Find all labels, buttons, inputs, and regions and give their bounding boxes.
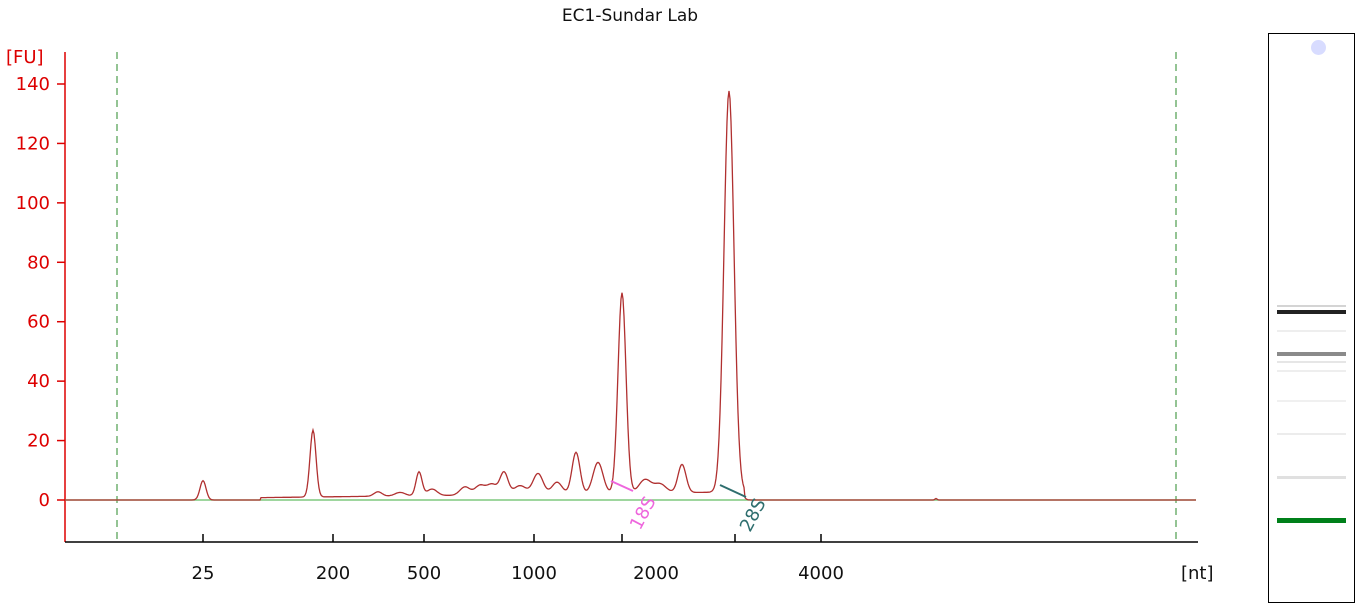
x-tick-label: 1000 [511,563,557,584]
y-tick-label: 100 [16,193,50,214]
y-axis-label: [FU] [6,47,44,68]
y-tick-label: 40 [27,371,50,392]
y-ticks: 0 20 40 60 80 100 120 140 [16,74,65,511]
peak-28s-label: 28S [736,495,771,535]
gel-band-faint [1277,305,1346,307]
gel-band-faint [1277,370,1346,372]
y-tick-label: 60 [27,312,50,333]
x-ticks: 25 200 500 1000 2000 4000 [192,534,844,584]
y-tick-label: 20 [27,431,50,452]
y-tick-label: 140 [16,74,50,95]
chart-title: EC1-Sundar Lab [561,6,699,26]
peak-18s-label: 18S [626,493,661,533]
gel-band-faint [1277,330,1346,332]
peak-28s-marker [719,484,747,498]
peak-18s-marker [610,480,634,492]
trace-line [65,90,1196,501]
gel-band-18s [1277,352,1346,356]
gel-band-faint [1277,433,1346,435]
y-tick-label: 120 [16,133,50,154]
gel-band-faint [1277,476,1346,479]
y-tick-label: 80 [27,252,50,273]
gel-band-28s [1277,310,1346,314]
upper-marker-dot [1311,40,1326,55]
electropherogram: [FU] [nt] 0 20 40 60 80 100 120 140 25 200 500 100… [6,47,1214,584]
gel-band-faint [1277,361,1346,363]
x-tick-label: 2000 [633,563,679,584]
x-tick-label: 500 [407,563,441,584]
gel-band-lower-marker [1277,518,1346,523]
y-tick-label: 0 [39,490,50,511]
gel-band-faint [1277,400,1346,402]
x-tick-label: 25 [192,563,215,584]
x-tick-label: 4000 [798,563,844,584]
x-tick-label: 200 [316,563,350,584]
gel-lane [1268,33,1355,603]
x-axis-label: [nt] [1181,563,1214,584]
